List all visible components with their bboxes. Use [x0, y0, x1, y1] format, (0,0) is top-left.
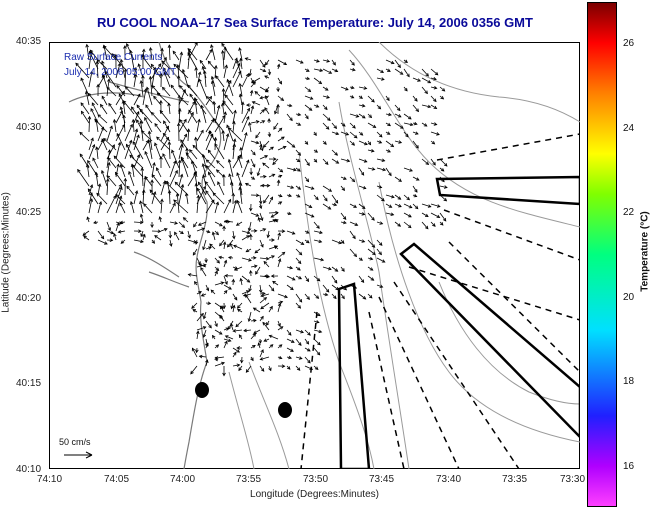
- x-axis-label: Longitude (Degrees:Minutes): [49, 489, 580, 500]
- xtick-73-40: 73:40: [436, 474, 461, 485]
- xtick-73-50: 73:50: [303, 474, 328, 485]
- ctick-26: 26: [623, 38, 634, 49]
- xtick-73-55: 73:55: [236, 474, 261, 485]
- buoy-marker-2: [278, 402, 292, 418]
- xtick-74-00: 74:00: [170, 474, 195, 485]
- ytick-40-35: 40:35: [16, 36, 41, 47]
- ctick-22: 22: [623, 207, 634, 218]
- map-plot: [49, 42, 580, 469]
- ytick-40-20: 40:20: [16, 293, 41, 304]
- ctick-16: 16: [623, 461, 634, 472]
- ctick-18: 18: [623, 376, 634, 387]
- ytick-40-15: 40:15: [16, 378, 41, 389]
- xtick-73-30: 73:30: [560, 474, 585, 485]
- colorbar-title: Temperature (°C): [640, 177, 651, 327]
- ytick-40-25: 40:25: [16, 207, 41, 218]
- ytick-40-30: 40:30: [16, 122, 41, 133]
- overlay-timestamp: July 14, 2006 05:00 GMT: [64, 67, 176, 78]
- ctick-24: 24: [623, 123, 634, 134]
- scale-label: 50 cm/s: [59, 437, 91, 447]
- plot-frame: [50, 43, 580, 469]
- colorbar: [587, 2, 617, 507]
- map-title: RU COOL NOAA–17 Sea Surface Temperature:…: [50, 15, 580, 30]
- xtick-74-05: 74:05: [104, 474, 129, 485]
- y-axis-label: Latitude (Degrees:Minutes): [1, 173, 12, 333]
- colorbar-gradient: [588, 3, 617, 507]
- overlay-title: Raw Surface Currents: [64, 52, 162, 63]
- buoy-marker-1: [195, 382, 209, 398]
- ctick-20: 20: [623, 292, 634, 303]
- xtick-74-10: 74:10: [37, 474, 62, 485]
- xtick-73-45: 73:45: [369, 474, 394, 485]
- xtick-73-35: 73:35: [502, 474, 527, 485]
